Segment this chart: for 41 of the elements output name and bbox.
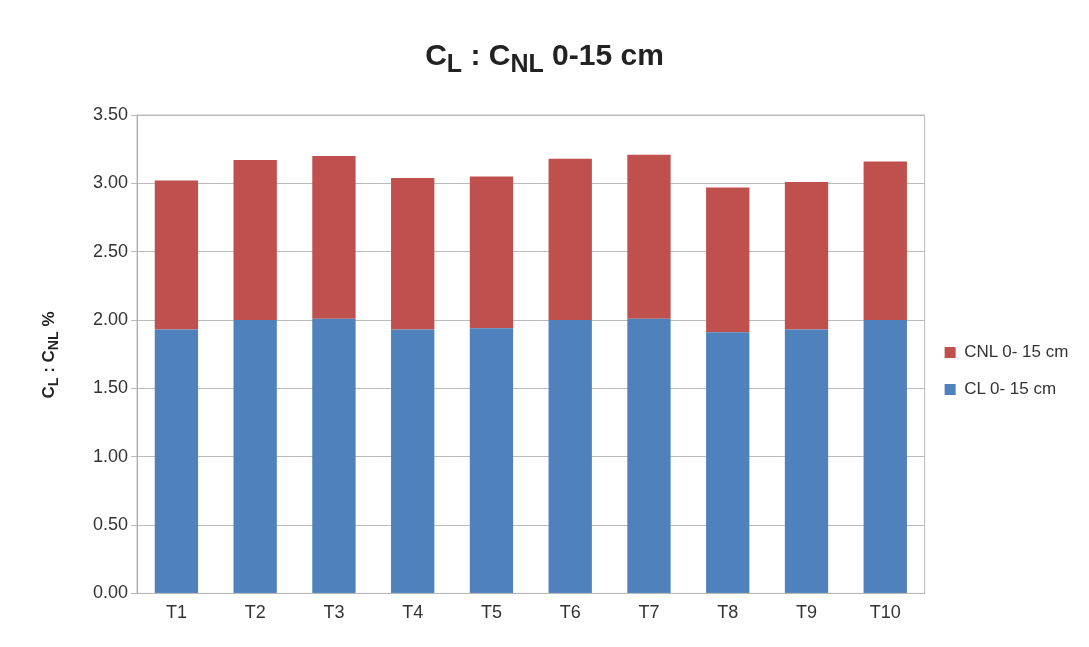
bar bbox=[233, 160, 277, 321]
bar bbox=[784, 329, 829, 593]
bar bbox=[154, 329, 199, 593]
legend-label: CL 0- 15 cm bbox=[964, 379, 1057, 399]
x-tick-label: T6 bbox=[559, 602, 581, 623]
chart-title: C$_{L}$ : C$_{NL}$ 0-15 cm bbox=[424, 38, 665, 78]
bar bbox=[706, 187, 750, 333]
x-tick-label: T2 bbox=[244, 602, 266, 623]
x-tick-label: T1 bbox=[165, 602, 187, 623]
x-tick-label: T7 bbox=[638, 602, 660, 623]
bar bbox=[391, 177, 435, 330]
bar bbox=[863, 320, 907, 593]
y-tick-label: 1.00 bbox=[92, 445, 129, 466]
bar bbox=[312, 318, 356, 593]
bar bbox=[627, 154, 671, 319]
bar bbox=[548, 320, 592, 593]
y-tick-label: 3.00 bbox=[92, 172, 129, 193]
y-tick-label: 3.50 bbox=[92, 103, 129, 124]
legend-label: CNL 0- 15 cm bbox=[964, 342, 1069, 362]
x-tick-label: T10 bbox=[869, 602, 901, 623]
x-tick-label: T4 bbox=[402, 602, 424, 623]
y-tick-label: 0.50 bbox=[92, 514, 129, 535]
x-tick-label: T8 bbox=[717, 602, 739, 623]
y-tick-label: 1.50 bbox=[92, 377, 129, 398]
bar bbox=[154, 180, 199, 330]
x-tick-label: T9 bbox=[795, 602, 817, 623]
bar bbox=[863, 161, 907, 321]
y-tick-label: 2.00 bbox=[92, 309, 129, 329]
y-tick-label: 0.00 bbox=[92, 582, 129, 603]
x-tick-label: T5 bbox=[480, 602, 502, 623]
bar bbox=[312, 156, 356, 319]
bar bbox=[391, 329, 435, 593]
bar bbox=[548, 158, 592, 321]
bar bbox=[784, 181, 829, 330]
bar bbox=[233, 320, 277, 593]
bar bbox=[627, 318, 671, 593]
bar bbox=[706, 332, 750, 593]
bar bbox=[469, 328, 514, 593]
x-tick-label: T3 bbox=[323, 602, 345, 623]
y-tick-label: 2.50 bbox=[92, 240, 129, 261]
bar bbox=[469, 176, 514, 329]
